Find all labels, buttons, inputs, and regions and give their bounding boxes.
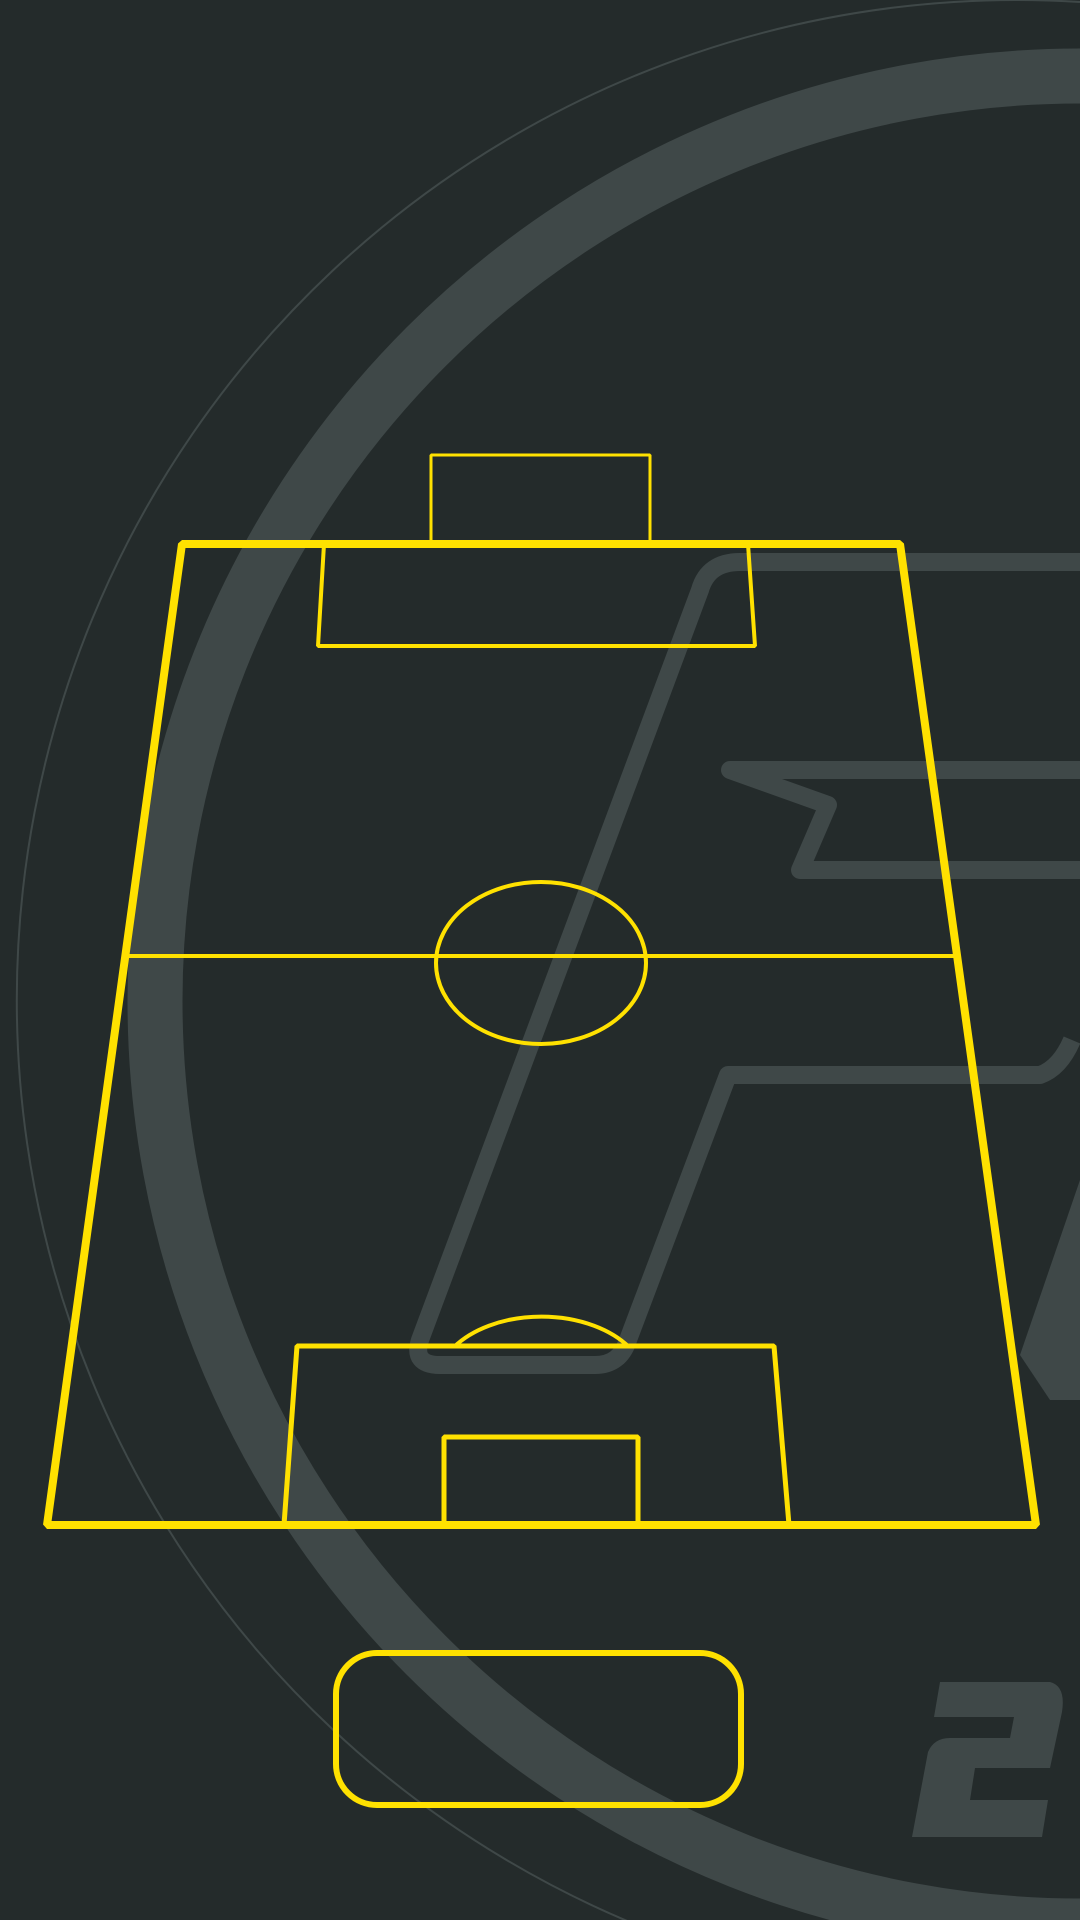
center-circle [434, 880, 648, 1046]
watermark-2-icon [912, 1682, 1063, 1837]
watermark-slash-shape [409, 553, 1080, 1374]
pitch-outline [43, 540, 1040, 1529]
bottom-penalty-box [281, 1343, 792, 1528]
penalty-arc [452, 1314, 631, 1349]
top-penalty-box [316, 542, 757, 648]
top-goal [429, 453, 652, 546]
watermark-flag-shape [721, 761, 1080, 879]
action-button[interactable] [333, 1650, 744, 1808]
watermark-thick-arc [127, 48, 1080, 1920]
watermark-thin-arc [15, 0, 1080, 1920]
bottom-goal-box [441, 1434, 641, 1528]
watermark-lower-wedge [1020, 1180, 1080, 1400]
